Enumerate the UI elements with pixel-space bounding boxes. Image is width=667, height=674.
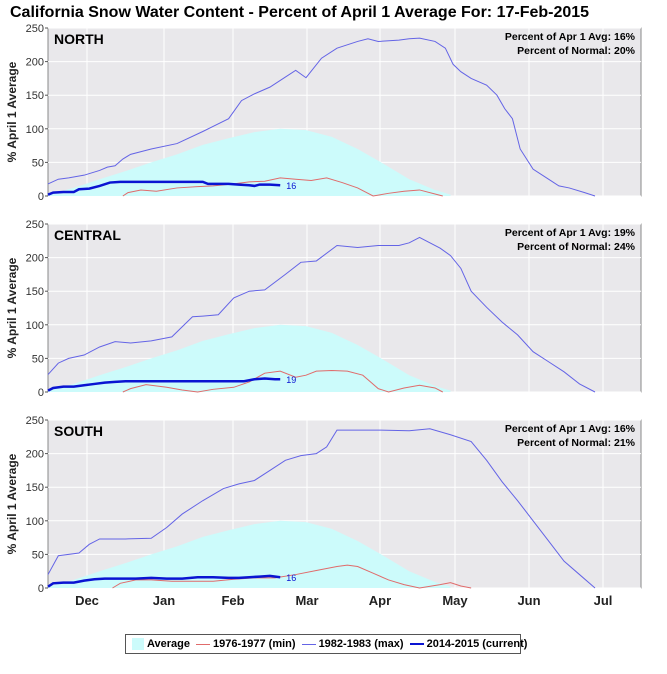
y-axis-label: % April 1 Average [5,257,19,358]
y-tick-label: 200 [26,253,44,265]
x-tick-label: Apr [369,593,391,608]
series-min-line [122,369,443,393]
current-value-label: 16 [286,573,296,583]
legend-label: 1976-1977 (min) [213,638,296,650]
y-tick-label: 150 [26,482,44,494]
annotation-pct-normal: Percent of Normal: 20% [517,45,636,57]
legend-swatch [132,638,144,650]
current-value-label: 16 [286,181,296,191]
y-tick-label: 50 [32,157,44,169]
legend-item: 2014-2015 (current) [409,638,528,650]
y-tick-label: 50 [32,353,44,365]
legend-item: 1982-1983 (max) [301,638,404,650]
legend-swatch [409,643,424,645]
y-axis-label: % April 1 Average [5,61,19,162]
region-label: CENTRAL [54,227,121,243]
annotation-pct-apr1: Percent of Apr 1 Avg: 19% [505,227,636,239]
current-value-label: 19 [286,375,296,385]
annotation-pct-apr1: Percent of Apr 1 Avg: 16% [505,423,636,435]
x-tick-label: May [442,593,468,608]
y-tick-label: 250 [26,219,44,231]
series-average-area [48,324,451,392]
legend-item: Average [132,638,190,650]
y-tick-label: 250 [26,415,44,427]
panel-central: 0 50 100 150 200 250 % April 1 Average 19 CENTRA… [5,219,642,399]
y-tick-label: 150 [26,90,44,102]
y-axis-label: % April 1 Average [5,453,19,554]
series-max-line [47,428,596,589]
x-tick-label: Dec [75,593,99,608]
y-tick-label: 0 [38,191,44,203]
series-min-line [112,564,472,589]
y-tick-label: 150 [26,286,44,298]
x-tick-label: Jun [517,593,540,608]
y-tick-label: 0 [38,387,44,399]
y-tick-label: 100 [26,124,44,136]
legend-item: 1976-1977 (min) [196,638,296,650]
legend-label: Average [147,638,191,650]
x-tick-label: Jan [153,593,175,608]
series-min-line [122,177,443,197]
legend-swatch [301,643,316,645]
y-tick-label: 100 [26,516,44,528]
panel-north: 0 50 100 150 200 250 % April 1 Average 16 NORTH P… [5,23,642,203]
series-max-line [47,236,596,393]
annotation-pct-apr1: Percent of Apr 1 Avg: 16% [505,31,636,43]
annotation-pct-normal: Percent of Normal: 21% [517,437,636,449]
series-current-line [47,180,281,196]
series-average-area [48,520,451,588]
series-max-line [47,37,596,197]
y-tick-label: 0 [38,583,44,595]
y-tick-label: 50 [32,549,44,561]
y-tick-label: 200 [26,449,44,461]
series-average-area [48,128,451,196]
x-tick-label: Jul [594,593,613,608]
y-tick-label: 200 [26,57,44,69]
series-current-line [47,574,281,588]
y-tick-label: 100 [26,320,44,332]
y-tick-label: 250 [26,23,44,35]
series-current-line [47,377,281,392]
x-tick-label: Feb [221,593,244,608]
legend-label: 1982-1983 (max) [318,638,404,650]
region-label: NORTH [54,31,104,47]
legend-swatch [196,643,211,645]
chart-title: California Snow Water Content - Percent … [10,4,590,21]
panel-south: 0 50 100 150 200 250 % April 1 Average 16 SOUTH P… [5,415,642,595]
legend: Average 1976-1977 (min) 1982-1983 (max) 201… [125,634,527,654]
region-label: SOUTH [54,423,103,439]
legend-label: 2014-2015 (current) [426,638,528,650]
annotation-pct-normal: Percent of Normal: 24% [517,241,636,253]
x-tick-label: Mar [295,593,318,608]
